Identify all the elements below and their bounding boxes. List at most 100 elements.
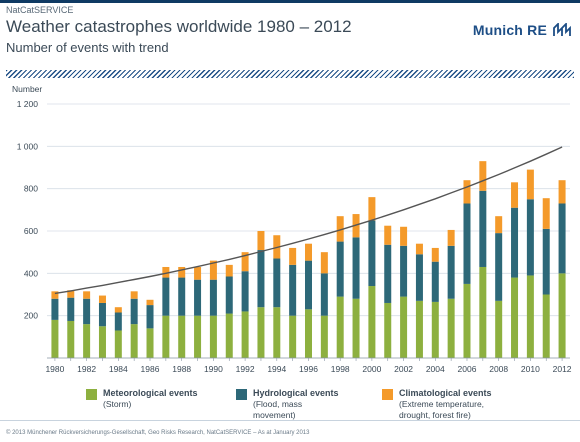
y-tick-label: 200 [24, 311, 38, 321]
bar-segment-climatological [130, 291, 138, 299]
bar-segment-meteorological [98, 326, 106, 358]
x-tick-label: 1984 [109, 364, 128, 374]
bar-segment-climatological [67, 290, 75, 298]
bar-segment-climatological [336, 216, 344, 242]
bar-segment-meteorological [289, 315, 297, 358]
bar-segment-hydrological [542, 228, 550, 295]
x-tick-label: 1982 [77, 364, 96, 374]
bar-segment-meteorological [511, 277, 519, 358]
bar-segment-meteorological [558, 273, 566, 358]
bar-segment-climatological [146, 299, 154, 306]
bar-segment-hydrological [352, 237, 360, 299]
bar-segment-climatological [463, 180, 471, 204]
x-tick-label: 1992 [236, 364, 255, 374]
bar-segment-climatological [289, 247, 297, 265]
bar-segment-climatological [83, 291, 91, 299]
brand-logo: Munich RE [473, 22, 572, 38]
bar-segment-climatological [257, 231, 265, 251]
bar-segment-hydrological [558, 203, 566, 274]
x-tick-label: 1994 [267, 364, 286, 374]
bar-segment-hydrological [146, 305, 154, 329]
bar-segment-climatological [526, 169, 534, 200]
bar-segment-hydrological [162, 277, 170, 316]
bar-segment-climatological [225, 264, 233, 277]
x-tick-label: 1990 [204, 364, 223, 374]
bar-segment-climatological [178, 266, 186, 278]
bar-segment-hydrological [178, 277, 186, 316]
bar-segment-hydrological [384, 244, 392, 303]
bar-segment-meteorological [83, 324, 91, 358]
bar-segment-hydrological [209, 279, 217, 316]
bar-segment-climatological [98, 295, 106, 303]
chart-title: Weather catastrophes worldwide 1980 – 20… [6, 17, 352, 36]
bar-segment-hydrological [130, 298, 138, 325]
x-tick-label: 1986 [141, 364, 160, 374]
bar-segment-meteorological [51, 319, 59, 358]
bar-segment-meteorological [320, 315, 328, 358]
bar-segment-climatological [320, 252, 328, 274]
y-tick-label: 600 [24, 226, 38, 236]
bar-segment-meteorological [447, 298, 455, 358]
legend-swatch-climatological [382, 389, 393, 400]
bar-segment-hydrological [368, 220, 376, 287]
bar-segment-meteorological [209, 315, 217, 358]
x-tick-label: 2004 [426, 364, 445, 374]
bar-segment-meteorological [384, 302, 392, 358]
bar-segment-meteorological [178, 315, 186, 358]
x-tick-label: 2000 [362, 364, 381, 374]
x-tick-label: 2012 [553, 364, 572, 374]
legend-swatch-hydrological [236, 389, 247, 400]
bar-segment-hydrological [447, 245, 455, 299]
bar-segment-climatological [241, 252, 249, 272]
bar-segment-meteorological [305, 309, 312, 358]
bar-segment-meteorological [495, 300, 503, 358]
x-tick-label: 1980 [45, 364, 64, 374]
bar-segment-meteorological [336, 296, 344, 358]
bar-segment-hydrological [495, 233, 503, 301]
bar-segment-meteorological [162, 315, 170, 358]
copyright-note: © 2013 Münchener Rückversicherungs-Gesel… [6, 430, 310, 436]
bar-segment-hydrological [526, 199, 534, 276]
bar-segment-hydrological [273, 258, 281, 308]
bar-segment-hydrological [431, 261, 439, 302]
bar-segment-meteorological [194, 315, 202, 358]
bar-segment-hydrological [241, 271, 249, 312]
bar-segment-hydrological [114, 312, 122, 331]
bar-segment-climatological [415, 243, 423, 255]
bar-segment-climatological [479, 161, 487, 191]
bar-segment-climatological [209, 260, 217, 280]
bar-segment-meteorological [479, 266, 487, 358]
bar-segment-meteorological [463, 283, 471, 358]
bar-segment-meteorological [241, 311, 249, 358]
trend-line [54, 146, 563, 295]
chart-area: 200 400 600 800 1 000 1 200 Number 1980 1982 1984… [12, 84, 572, 374]
bar-segment-climatological [305, 243, 312, 261]
bar-segment-meteorological [225, 313, 233, 358]
legend-item-climatological: Climatological events (Extreme temperatu… [382, 388, 492, 421]
chart-subtitle: Number of events with trend [6, 40, 169, 55]
bar-segment-hydrological [225, 276, 233, 314]
legend-item-meteorological: Meteorological events (Storm) [86, 388, 198, 410]
x-tick-label: 2002 [394, 364, 413, 374]
munich-re-mark-icon [553, 23, 571, 36]
bar-segment-climatological [194, 266, 202, 280]
bar-segment-meteorological [67, 320, 75, 358]
x-tick-label: 2008 [489, 364, 508, 374]
decorative-stripe-band [6, 70, 574, 78]
y-tick-label: 800 [24, 184, 38, 194]
bar-segment-meteorological [273, 307, 281, 358]
bar-segment-meteorological [431, 301, 439, 358]
bar-segment-climatological [447, 229, 455, 246]
bar-segment-hydrological [98, 302, 106, 327]
bar-segment-meteorological [352, 298, 360, 358]
x-tick-label: 2010 [521, 364, 540, 374]
bar-segment-meteorological [257, 307, 265, 358]
bar-segment-hydrological [415, 254, 423, 301]
bar-segment-hydrological [320, 273, 328, 316]
bar-segment-hydrological [83, 298, 91, 325]
header-rule [0, 0, 580, 3]
x-tick-label: 1996 [299, 364, 318, 374]
bar-segment-meteorological [368, 286, 376, 358]
bar-segment-climatological [495, 216, 503, 234]
legend-label-meteorological: Meteorological events [103, 388, 198, 398]
